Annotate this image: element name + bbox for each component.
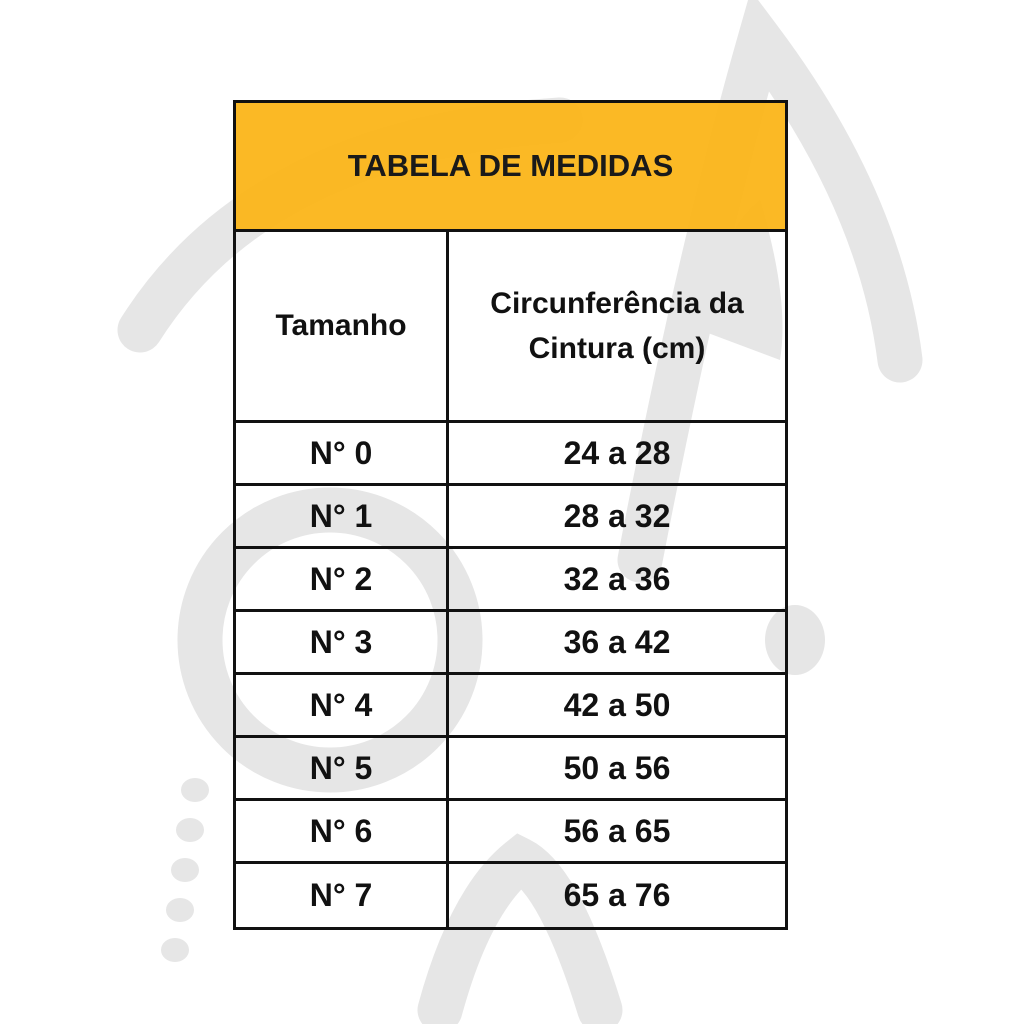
waist-range-cell: 32 a 36 [563, 560, 671, 597]
table-row: N° 6 56 a 65 [236, 801, 785, 864]
size-cell: N° 5 [236, 738, 449, 798]
table-row: N° 4 42 a 50 [236, 675, 785, 738]
header-waist-line2: Cintura (cm) [528, 332, 706, 365]
table-row: N° 1 28 a 32 [236, 486, 785, 549]
waist-range-cell: 42 a 50 [563, 686, 671, 723]
table-row: N° 7 65 a 76 [236, 864, 785, 927]
waist-range-cell: 56 a 65 [563, 812, 671, 849]
size-table: TABELA DE MEDIDAS Tamanho Circunferência… [233, 100, 788, 930]
size-cell: N° 3 [236, 612, 449, 672]
header-waist-line1: Circunferência da [490, 287, 744, 320]
table-row: N° 3 36 a 42 [236, 612, 785, 675]
size-cell: N° 0 [236, 423, 449, 483]
table-title: TABELA DE MEDIDAS [236, 103, 785, 232]
size-cell: N° 7 [236, 864, 449, 927]
size-cell: N° 1 [236, 486, 449, 546]
table-row: N° 5 50 a 56 [236, 738, 785, 801]
table-row: N° 0 24 a 28 [236, 423, 785, 486]
header-waist: Circunferência da Cintura (cm) [449, 232, 785, 420]
waist-range-cell: 65 a 76 [563, 877, 671, 913]
size-cell: N° 4 [236, 675, 449, 735]
waist-range-cell: 50 a 56 [563, 749, 671, 786]
size-cell: N° 6 [236, 801, 449, 861]
size-cell: N° 2 [236, 549, 449, 609]
table-header-row: Tamanho Circunferência da Cintura (cm) [236, 232, 785, 423]
header-size: Tamanho [236, 232, 449, 420]
waist-range-cell: 28 a 32 [563, 497, 671, 534]
table-row: N° 2 32 a 36 [236, 549, 785, 612]
waist-range-cell: 24 a 28 [563, 434, 671, 471]
waist-range-cell: 36 a 42 [563, 623, 671, 660]
